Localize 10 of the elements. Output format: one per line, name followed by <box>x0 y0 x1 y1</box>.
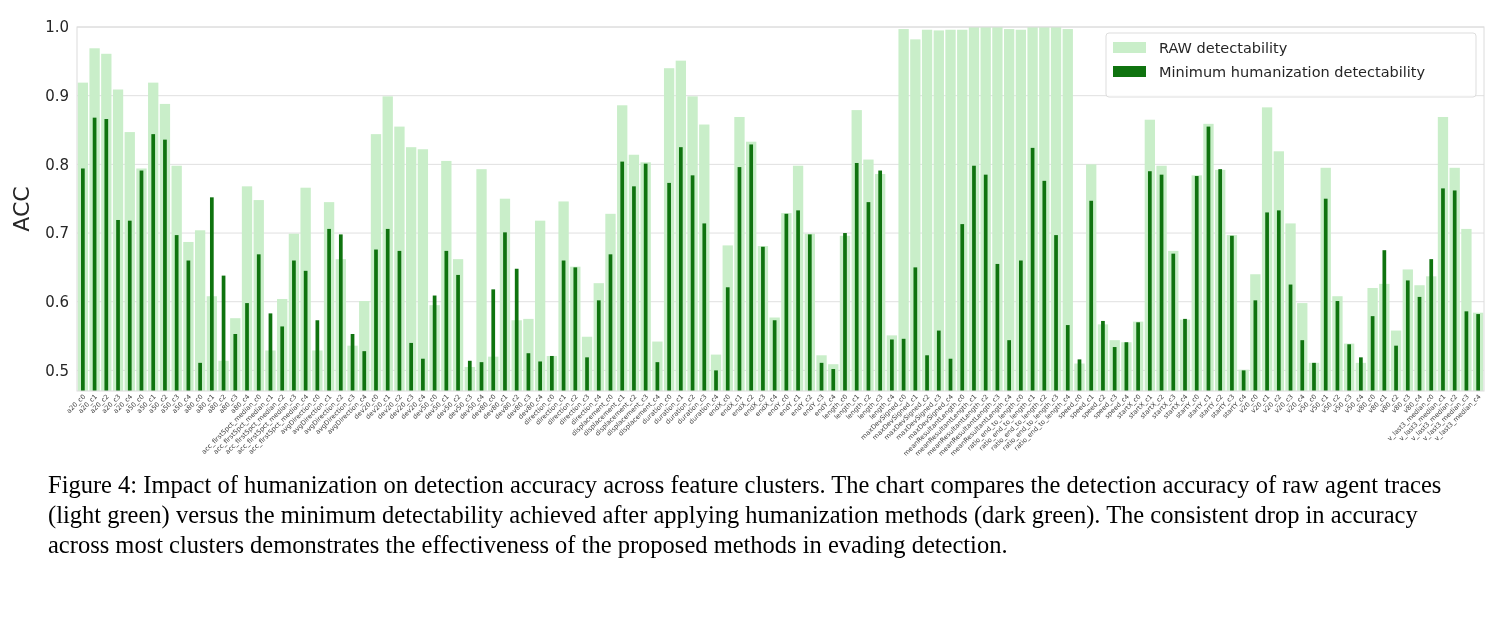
legend-label: RAW detectability <box>1159 40 1288 57</box>
y-tick-label: 1.0 <box>45 18 69 37</box>
y-tick-label: 0.5 <box>45 361 69 380</box>
y-axis-title: ACC <box>9 186 34 232</box>
y-tick-label: 0.8 <box>45 155 69 174</box>
y-tick-label: 0.7 <box>45 224 69 243</box>
legend-label: Minimum humanization detectability <box>1159 64 1426 81</box>
y-tick-label: 0.9 <box>45 86 69 105</box>
y-tick-label: 0.6 <box>45 292 69 311</box>
caption: Figure 4: Impact of humanization on detection accuracy across feature clusters. The chart compares the detection accuracy of raw agent traces (light green) versus the minimum detectability achieved after applying humanization methods (dark green). The consistent drop in accuracy across most clusters demonstrates the effectiveness of the proposed methods in evading detection. <box>48 470 1443 560</box>
